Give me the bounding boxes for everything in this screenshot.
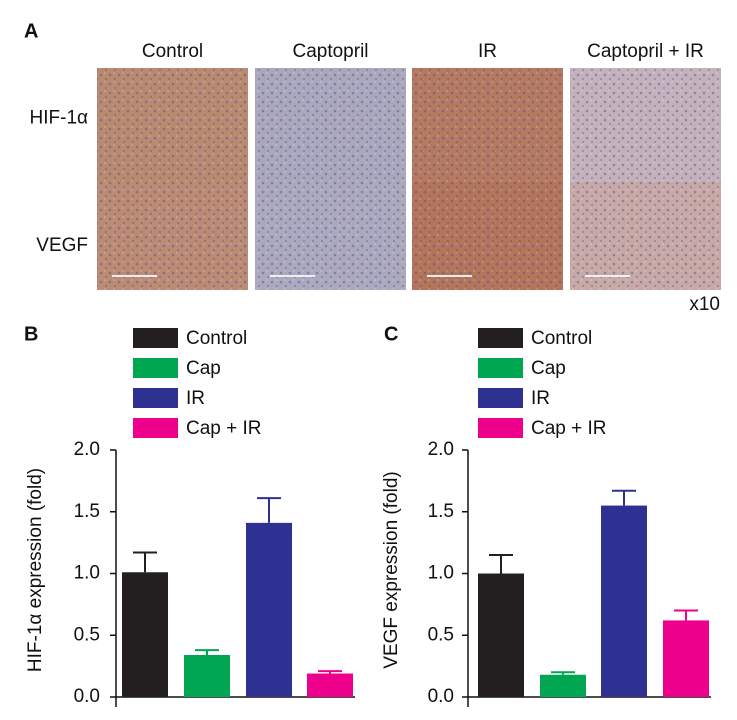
y-tick-label: 2.0 [74, 439, 100, 460]
y-tick-label: 2.0 [428, 439, 454, 460]
micrograph-texture [97, 182, 248, 290]
legend-swatch [478, 388, 523, 408]
panel-label: B [24, 323, 38, 345]
row-label: HIF-1α [30, 108, 89, 129]
bar [540, 674, 586, 697]
y-tick-label: 0.0 [74, 686, 100, 707]
bar [663, 620, 709, 697]
legend-swatch [133, 328, 178, 348]
y-tick-label: 0.5 [74, 624, 100, 645]
legend-swatch [478, 418, 523, 438]
legend-label: Control [186, 328, 247, 349]
micrograph-texture [570, 182, 721, 290]
panel-label: A [24, 20, 38, 42]
column-label: Captopril [292, 41, 368, 62]
legend-swatch [478, 358, 523, 378]
bar [478, 573, 524, 697]
y-tick-label: 0.0 [428, 686, 454, 707]
legend-swatch [133, 418, 178, 438]
y-tick-label: 1.0 [428, 563, 454, 584]
magnification: x10 [689, 294, 720, 315]
legend-label: Cap + IR [186, 418, 262, 439]
legend-label: Cap [186, 358, 221, 379]
legend-swatch [133, 358, 178, 378]
legend-swatch [133, 388, 178, 408]
micrograph-texture [412, 182, 563, 290]
legend-label: Cap [531, 358, 566, 379]
row-label: VEGF [36, 235, 88, 256]
y-tick-label: 1.5 [74, 501, 100, 522]
legend-label: IR [531, 388, 550, 409]
y-tick-label: 0.5 [428, 624, 454, 645]
bar [122, 572, 168, 697]
micrograph-texture [97, 68, 248, 201]
legend-label: Cap + IR [531, 418, 607, 439]
micrograph-texture [412, 68, 563, 201]
bar [184, 655, 230, 697]
micrograph-texture [255, 182, 406, 290]
micrograph-texture [255, 68, 406, 201]
micrograph-texture [570, 68, 721, 201]
bar [307, 673, 353, 697]
y-axis-title: HIF-1α expression (fold) [25, 468, 46, 672]
y-axis-title: VEGF expression (fold) [381, 471, 402, 668]
panel-label: C [384, 323, 398, 345]
legend-label: Control [531, 328, 592, 349]
legend-swatch [478, 328, 523, 348]
legend-label: IR [186, 388, 205, 409]
y-tick-label: 1.0 [74, 563, 100, 584]
y-tick-label: 1.5 [428, 501, 454, 522]
column-label: Captopril + IR [587, 41, 704, 62]
bar [246, 522, 292, 697]
column-label: Control [142, 41, 203, 62]
bar [601, 505, 647, 697]
column-label: IR [478, 41, 497, 62]
